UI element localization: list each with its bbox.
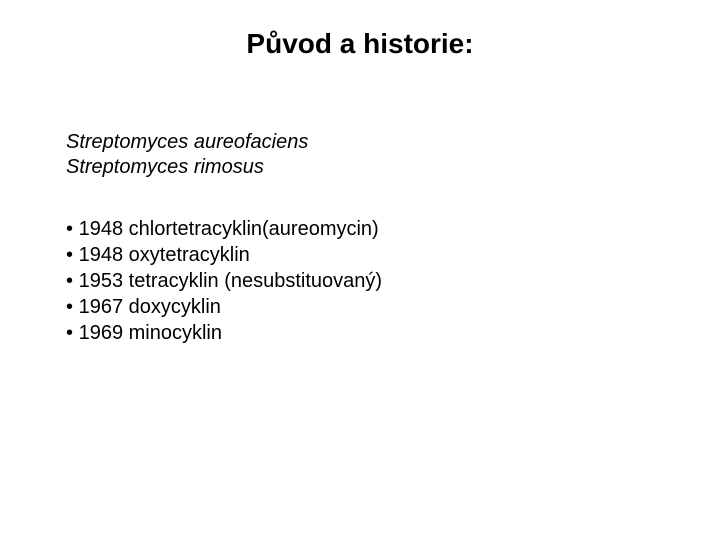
timeline-year: 1969: [79, 322, 124, 344]
bullet-icon: •: [66, 218, 73, 240]
timeline-year: 1967: [79, 296, 124, 318]
timeline-year: 1948: [79, 218, 124, 240]
slide-title: Původ a historie:: [0, 28, 720, 60]
organism-item: Streptomyces aureofaciens: [66, 130, 308, 155]
slide: Původ a historie: Streptomyces aureofaci…: [0, 0, 720, 540]
timeline-text: oxytetracyklin: [129, 244, 250, 266]
timeline-text: minocyklin: [129, 322, 222, 344]
organisms-list: Streptomyces aureofaciens Streptomyces r…: [66, 130, 308, 180]
bullet-icon: •: [66, 244, 73, 266]
timeline-item: • 1948 chlortetracyklin(aureomycin): [66, 216, 382, 242]
timeline-text: chlortetracyklin(aureomycin): [129, 218, 379, 240]
timeline-year: 1948: [79, 244, 124, 266]
timeline-year: 1953: [79, 270, 124, 292]
timeline-list: • 1948 chlortetracyklin(aureomycin) • 19…: [66, 216, 382, 346]
organism-item: Streptomyces rimosus: [66, 155, 308, 180]
timeline-text: tetracyklin (nesubstituovaný): [129, 270, 382, 292]
bullet-icon: •: [66, 296, 73, 318]
bullet-icon: •: [66, 270, 73, 292]
timeline-text: doxycyklin: [129, 296, 221, 318]
timeline-item: • 1953 tetracyklin (nesubstituovaný): [66, 268, 382, 294]
bullet-icon: •: [66, 322, 73, 344]
timeline-item: • 1967 doxycyklin: [66, 294, 382, 320]
timeline-item: • 1948 oxytetracyklin: [66, 242, 382, 268]
timeline-item: • 1969 minocyklin: [66, 320, 382, 346]
